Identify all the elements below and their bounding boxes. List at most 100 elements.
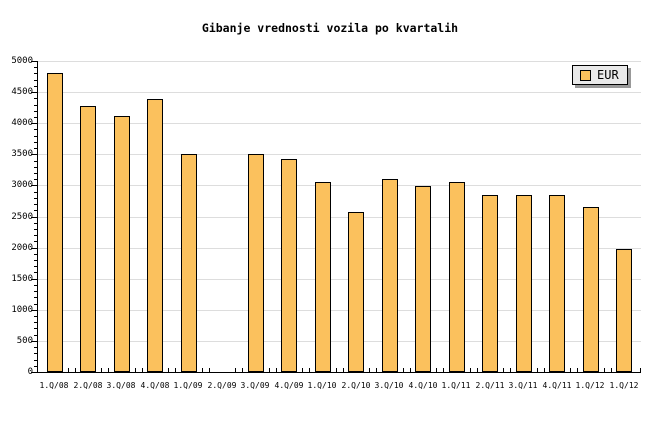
bar xyxy=(114,116,130,372)
y-axis-minor-tick xyxy=(34,316,37,317)
x-axis-tick-label: 1.Q/12 xyxy=(575,381,605,390)
x-axis-boundary-tick xyxy=(443,368,444,372)
x-axis-boundary-tick xyxy=(68,368,69,372)
bar xyxy=(516,195,532,372)
x-axis-boundary-tick xyxy=(302,368,303,372)
x-axis-tick-label: 4.Q/10 xyxy=(408,381,438,390)
legend-swatch-icon xyxy=(580,69,591,81)
x-axis-tick-label: 4.Q/08 xyxy=(140,381,170,390)
y-axis-minor-tick xyxy=(34,366,37,367)
y-axis-minor-tick xyxy=(34,111,37,112)
y-axis-tick-label: 2000 xyxy=(11,243,33,253)
y-axis-minor-tick xyxy=(34,86,37,87)
bar xyxy=(80,106,96,372)
bar xyxy=(47,73,63,372)
x-axis-boundary-tick xyxy=(209,368,210,372)
y-axis-minor-tick xyxy=(34,322,37,323)
y-axis-tick-label: 3000 xyxy=(11,180,33,190)
x-axis-boundary-tick xyxy=(242,368,243,372)
bar xyxy=(281,159,297,372)
bar xyxy=(147,99,163,372)
y-axis-tick-label: 500 xyxy=(16,336,33,346)
y-axis-minor-tick xyxy=(34,285,37,286)
y-axis-minor-tick xyxy=(34,142,37,143)
y-axis-tick-label: 1500 xyxy=(11,274,33,284)
y-axis-major-tick xyxy=(31,248,37,249)
y-axis-minor-tick xyxy=(34,304,37,305)
x-axis-boundary-tick xyxy=(175,368,176,372)
y-axis-minor-tick xyxy=(34,105,37,106)
y-axis-minor-tick xyxy=(34,129,37,130)
x-axis-boundary-tick xyxy=(611,368,612,372)
y-axis-tick-label: 2500 xyxy=(11,212,33,222)
y-axis-tick-label: 0 xyxy=(27,367,33,377)
chart-title: Gibanje vrednosti vozila po kvartalih xyxy=(201,21,459,35)
y-axis-major-tick xyxy=(31,154,37,155)
y-axis-major-tick xyxy=(31,217,37,218)
bar xyxy=(549,195,565,372)
plot-area xyxy=(37,61,641,373)
x-axis-tick-label: 1.Q/08 xyxy=(39,381,69,390)
x-axis-boundary-tick xyxy=(168,368,169,372)
y-axis-minor-tick xyxy=(34,229,37,230)
gridline xyxy=(38,61,641,62)
bar xyxy=(616,249,632,372)
x-axis-boundary-tick xyxy=(343,368,344,372)
x-axis-boundary-tick xyxy=(142,368,143,372)
y-axis-tick-label: 1000 xyxy=(11,305,33,315)
gridline xyxy=(38,123,641,124)
bar xyxy=(583,207,599,372)
y-axis-major-tick xyxy=(31,310,37,311)
y-axis-minor-tick xyxy=(34,272,37,273)
gridline xyxy=(38,154,641,155)
y-axis-tick-label: 3500 xyxy=(11,149,33,159)
x-axis-boundary-tick xyxy=(75,368,76,372)
bar xyxy=(248,154,264,372)
bar xyxy=(315,182,331,372)
x-axis-tick-label: 3.Q/11 xyxy=(508,381,538,390)
gridline xyxy=(38,217,641,218)
x-axis-boundary-tick xyxy=(510,368,511,372)
y-axis-minor-tick xyxy=(34,260,37,261)
gridline xyxy=(38,341,641,342)
y-axis-minor-tick xyxy=(34,80,37,81)
bar xyxy=(382,179,398,372)
y-axis-minor-tick xyxy=(34,291,37,292)
y-axis-minor-tick xyxy=(34,347,37,348)
x-axis-boundary-tick xyxy=(369,368,370,372)
y-axis-major-tick xyxy=(31,123,37,124)
y-axis-minor-tick xyxy=(34,198,37,199)
gridline xyxy=(38,185,641,186)
y-axis-major-tick xyxy=(31,341,37,342)
x-axis-boundary-tick xyxy=(108,368,109,372)
y-axis-tick-label: 4000 xyxy=(11,118,33,128)
x-axis-tick-label: 2.Q/10 xyxy=(341,381,371,390)
x-axis-boundary-tick xyxy=(235,368,236,372)
y-axis-major-tick xyxy=(31,92,37,93)
y-axis-minor-tick xyxy=(34,204,37,205)
x-axis-boundary-tick xyxy=(640,368,641,372)
x-axis-boundary-tick xyxy=(336,368,337,372)
y-axis-major-tick xyxy=(31,185,37,186)
bar xyxy=(181,154,197,372)
x-axis-boundary-tick xyxy=(135,368,136,372)
x-axis-boundary-tick xyxy=(537,368,538,372)
x-axis-tick-label: 1.Q/11 xyxy=(441,381,471,390)
x-axis-boundary-tick xyxy=(403,368,404,372)
bar xyxy=(449,182,465,372)
x-axis-boundary-tick xyxy=(101,368,102,372)
x-axis-boundary-tick xyxy=(544,368,545,372)
y-axis-major-tick xyxy=(31,372,37,373)
x-axis-boundary-tick xyxy=(577,368,578,372)
y-axis-minor-tick xyxy=(34,328,37,329)
x-axis-boundary-tick xyxy=(376,368,377,372)
x-axis-tick-label: 1.Q/12 xyxy=(609,381,639,390)
bar xyxy=(415,186,431,372)
y-axis-tick-label: 4500 xyxy=(11,87,33,97)
x-axis-tick-label: 3.Q/09 xyxy=(240,381,270,390)
y-axis-minor-tick xyxy=(34,297,37,298)
bar xyxy=(348,212,364,372)
x-axis-boundary-tick xyxy=(570,368,571,372)
legend-label: EUR xyxy=(597,68,619,82)
